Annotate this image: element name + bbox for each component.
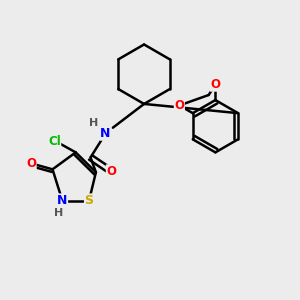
Text: O: O: [26, 158, 36, 170]
Text: S: S: [85, 194, 94, 207]
Text: N: N: [57, 194, 68, 207]
Text: N: N: [100, 127, 111, 140]
Text: H: H: [89, 118, 99, 128]
Text: O: O: [210, 78, 220, 91]
Text: O: O: [174, 99, 184, 112]
Text: H: H: [54, 208, 63, 218]
Text: Cl: Cl: [48, 135, 61, 148]
Text: O: O: [106, 165, 116, 178]
